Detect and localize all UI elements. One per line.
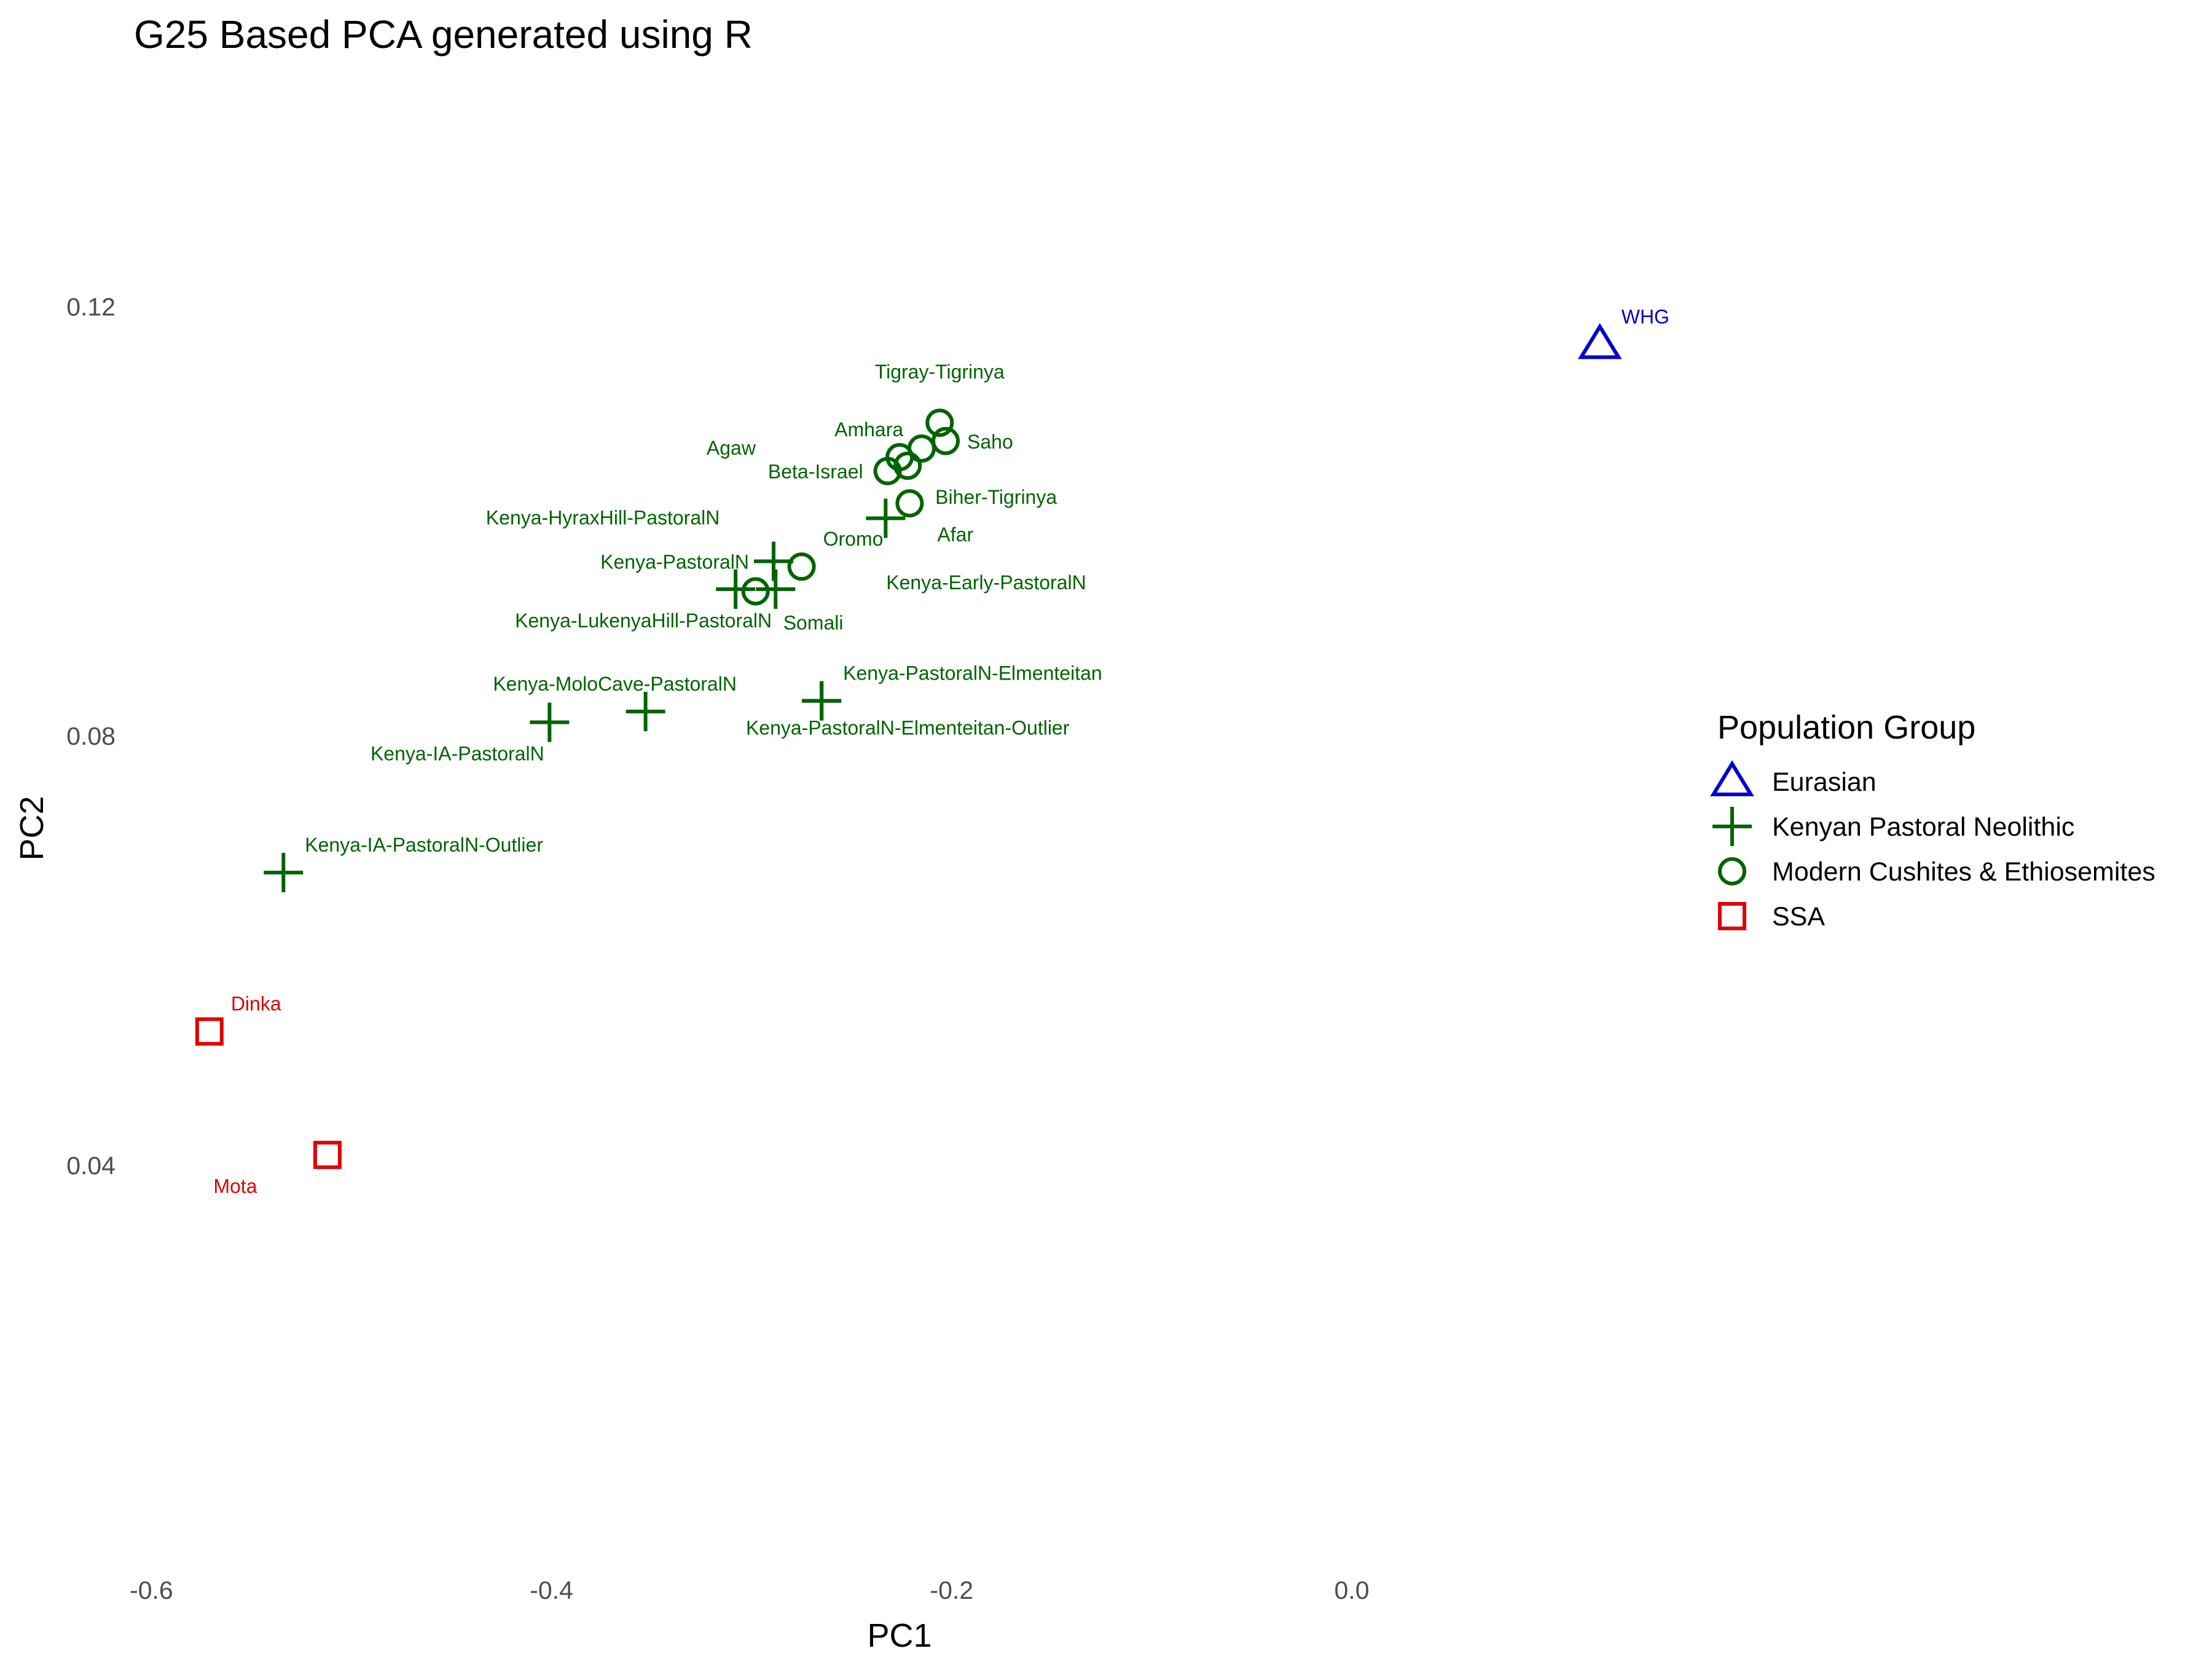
plus-marker — [530, 702, 570, 742]
point-label: Biher-Tigrinya — [935, 486, 1057, 508]
circle-marker — [787, 552, 816, 581]
point-label: Kenya-MoloCave-PastoralN — [493, 673, 737, 695]
legend: Population Group Eurasian Kenyan Pastoral… — [1710, 709, 2155, 931]
legend-plus-icon — [1712, 807, 1752, 846]
plus-marker — [264, 853, 304, 893]
point-label: Kenya-LukenyaHill-PastoralN — [515, 610, 772, 632]
y-tick-label: 0.08 — [66, 722, 116, 750]
plus-marker — [626, 692, 665, 732]
data-labels: Anatolian-HGWHGKenya-HyraxHill-PastoralN… — [213, 306, 1669, 1198]
x-axis-title: PC1 — [867, 1617, 931, 1654]
circle-marker — [893, 451, 922, 480]
legend-items: Eurasian Kenyan Pastoral Neolithic Modern … — [1710, 760, 2155, 931]
circle-marker — [895, 489, 924, 518]
y-tick-label: 0.04 — [66, 1151, 116, 1180]
point-label: Saho — [967, 431, 1013, 453]
point-label: Beta-Israel — [768, 461, 863, 483]
legend-label: Eurasian — [1772, 767, 1877, 797]
y-axis-title: PC2 — [14, 796, 50, 860]
point-label: Kenya-IA-PastoralN — [371, 743, 544, 765]
legend-title: Population Group — [1717, 709, 1975, 746]
legend-square-icon — [1718, 902, 1746, 930]
data-markers — [195, 323, 1622, 1169]
square-marker — [313, 1140, 342, 1169]
plus-marker — [802, 681, 842, 721]
y-tick-label: 0.12 — [66, 292, 116, 321]
legend-item: SSA — [1718, 902, 1825, 931]
point-label: Agaw — [707, 437, 756, 459]
plus-marker — [716, 569, 756, 609]
legend-label: Kenyan Pastoral Neolithic — [1772, 812, 2074, 842]
point-label: Dinka — [231, 993, 281, 1015]
point-label: Kenya-HyraxHill-PastoralN — [486, 507, 720, 529]
plus-marker — [754, 541, 794, 581]
point-label: Kenya-PastoralN-Elmenteitan-Outlier — [746, 717, 1070, 739]
legend-triangle-icon — [1710, 760, 1754, 796]
legend-item: Modern Cushites & Ethiosemites — [1718, 857, 2155, 887]
chart-title: G25 Based PCA generated using R — [134, 12, 753, 57]
plus-marker — [756, 569, 796, 609]
y-axis-ticks: 0.040.080.120.16 — [66, 292, 116, 1180]
point-label: Kenya-PastoralN-Elmenteitan — [843, 662, 1102, 684]
legend-circle-icon — [1718, 857, 1746, 885]
legend-label: Modern Cushites & Ethiosemites — [1772, 857, 2155, 887]
plus-marker — [866, 498, 906, 538]
point-label: Amhara — [834, 418, 903, 441]
legend-label: SSA — [1772, 902, 1825, 931]
point-label: Mota — [213, 1175, 257, 1198]
point-label: Kenya-PastoralN — [600, 551, 749, 573]
point-label: WHG — [1622, 306, 1669, 328]
point-label: Somali — [783, 611, 844, 633]
point-label: Kenya-IA-PastoralN-Outlier — [305, 834, 543, 856]
circle-marker — [907, 434, 936, 463]
point-label: Kenya-Early-PastoralN — [886, 571, 1086, 594]
legend-item: Eurasian — [1710, 760, 1877, 797]
triangle-marker — [1577, 323, 1622, 359]
circle-marker — [741, 577, 770, 606]
x-tick-label: -0.6 — [130, 1576, 173, 1604]
square-marker — [195, 1017, 224, 1046]
point-label: Tigray-Tigrinya — [875, 361, 1005, 383]
point-label: Afar — [937, 524, 973, 546]
circle-marker — [925, 409, 954, 437]
x-axis-ticks: -0.6 -0.4 -0.2 0.0 — [130, 1576, 1369, 1604]
x-tick-label: 0.0 — [1335, 1576, 1370, 1604]
legend-item: Kenyan Pastoral Neolithic — [1712, 807, 2074, 846]
x-tick-label: -0.2 — [930, 1576, 973, 1604]
circle-marker — [873, 457, 902, 485]
point-label: Oromo — [823, 528, 884, 550]
x-tick-label: -0.4 — [530, 1576, 573, 1604]
